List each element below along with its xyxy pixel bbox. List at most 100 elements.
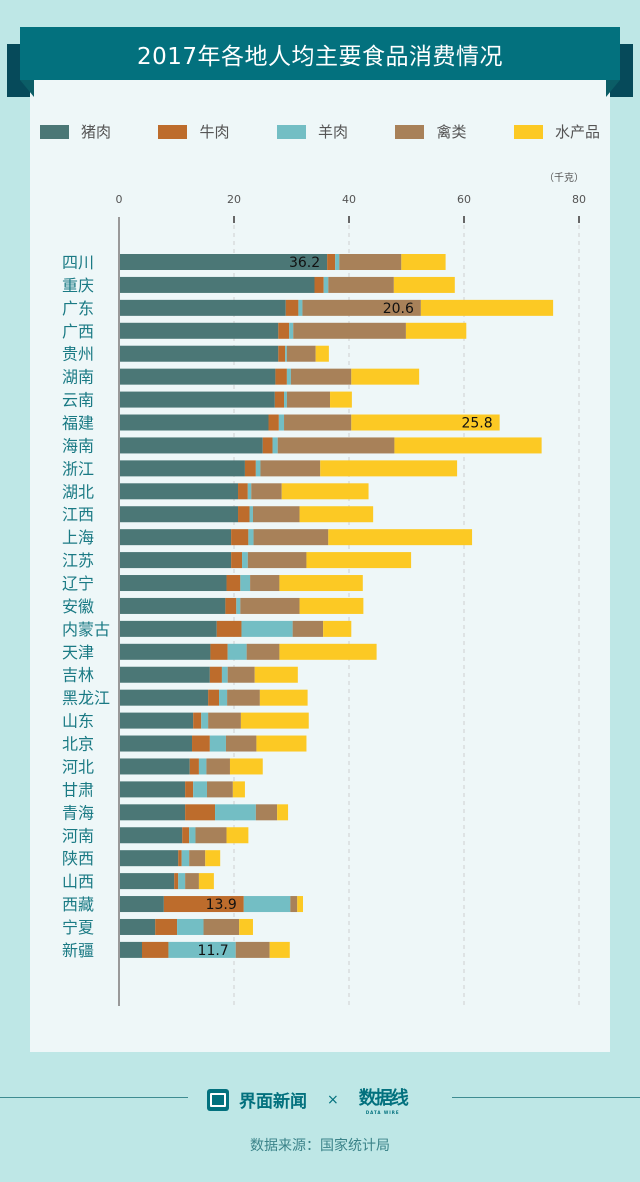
x-tick-label: 40	[342, 193, 356, 206]
category-label: 西藏	[62, 895, 94, 914]
bar-segment-pork	[119, 712, 194, 729]
bar-segment-poultry	[203, 918, 240, 935]
bar-segment-aquatic	[330, 391, 352, 408]
category-label: 陕西	[62, 849, 94, 868]
bar-segment-pork	[119, 689, 209, 706]
bar-segment-mutton	[236, 597, 241, 614]
data-labels: 36.2 20.6 25.8 13.9 11.7	[198, 255, 493, 959]
legend-swatch-pork	[40, 124, 69, 139]
bar-segment-poultry	[195, 827, 227, 844]
bar-segment-mutton	[298, 299, 303, 316]
bar-segment-poultry	[227, 689, 260, 706]
bar-segment-beef	[185, 804, 216, 821]
bar-segment-aquatic	[306, 552, 412, 569]
bar-segment-beef	[216, 620, 242, 637]
bar-segment-pork	[119, 276, 315, 293]
bar-segment-aquatic	[328, 529, 473, 546]
bar-segment-mutton	[181, 850, 190, 867]
bar-segment-beef	[193, 712, 202, 729]
bar-segment-beef	[231, 529, 249, 546]
legend-swatch-mutton	[276, 124, 306, 139]
legend-swatch-beef	[158, 124, 188, 139]
bar-segment-beef	[226, 575, 241, 592]
legend-item-poultry: 禽类	[395, 121, 466, 142]
bar-segment-aquatic	[394, 437, 542, 454]
bar-segment-beef	[278, 345, 286, 362]
unit-label: （千克）	[544, 172, 584, 184]
bar-segment-poultry	[284, 414, 352, 431]
bar-segment-poultry	[185, 873, 199, 890]
tick-mark	[233, 216, 235, 223]
bar-segment-pork	[119, 941, 142, 958]
bar-segment-aquatic	[229, 758, 263, 775]
datawire-logo: 数据线 DATA WIRE	[358, 1084, 409, 1115]
category-label: 河南	[62, 826, 94, 845]
bar-segment-aquatic	[279, 575, 363, 592]
data-label: 25.8	[461, 416, 492, 432]
bar-segment-pork	[119, 873, 175, 890]
category-label: 广东	[62, 299, 94, 318]
data-label: 36.2	[289, 255, 320, 271]
bar-segment-aquatic	[279, 643, 377, 660]
bar-segment-beef	[274, 391, 285, 408]
bar-segment-pork	[119, 896, 164, 913]
bar-segment-pork	[119, 758, 190, 775]
bar-segment-pork	[119, 804, 186, 821]
bar-segment-mutton	[201, 712, 209, 729]
bar-segment-aquatic	[401, 254, 446, 270]
category-label: 内蒙古	[62, 620, 110, 639]
category-label: 山西	[62, 872, 94, 891]
bar-segment-beef	[238, 483, 248, 500]
category-label: 湖北	[62, 482, 94, 501]
data-label: 13.9	[206, 897, 237, 913]
bar-segment-aquatic	[299, 597, 364, 614]
legend: 猪肉 牛肉 羊肉 禽类 水产品	[40, 121, 600, 142]
bar-segment-pork	[119, 506, 239, 523]
bar-segment-poultry	[286, 391, 331, 408]
bar-segment-aquatic	[277, 804, 289, 821]
bar-segment-poultry	[255, 804, 278, 821]
footer-divider-right	[452, 1097, 640, 1098]
bar-segment-aquatic	[420, 299, 554, 316]
bar-segment-mutton	[219, 689, 228, 706]
legend-label-mutton: 羊肉	[317, 123, 348, 141]
bar-segment-beef	[192, 735, 210, 752]
legend-label-beef: 牛肉	[199, 123, 230, 141]
bar-segment-mutton	[255, 460, 261, 477]
bar-segment-aquatic	[281, 483, 369, 500]
category-labels: 四川重庆广东广西贵州湖南云南福建海南浙江湖北江西上海江苏辽宁安徽内蒙古天津吉林黑…	[62, 253, 110, 960]
bar-segment-aquatic	[239, 918, 253, 935]
bar-segment-poultry	[251, 483, 282, 500]
brand-jiemian: 界面新闻	[239, 1092, 307, 1112]
bar-segment-beef	[268, 414, 279, 431]
bar-segment-aquatic	[315, 345, 329, 362]
bar-segment-beef	[278, 322, 290, 339]
footer-divider-left	[0, 1097, 188, 1098]
category-label: 山东	[62, 712, 94, 731]
bar-segment-aquatic	[259, 689, 308, 706]
bar-segment-mutton	[243, 896, 291, 913]
bar-segment-poultry	[290, 896, 298, 913]
category-label: 浙江	[62, 459, 94, 478]
times-sign: ×	[327, 1091, 339, 1108]
bar-segment-pork	[119, 368, 276, 385]
data-label: 11.7	[198, 943, 229, 959]
bar-segment-mutton	[278, 414, 285, 431]
brand-datawire: 数据线	[358, 1088, 409, 1109]
bar-segment-pork	[119, 483, 239, 500]
bar-segment-pork	[119, 620, 217, 637]
bar-segment-poultry	[208, 712, 241, 729]
bar-segment-pork	[119, 918, 156, 935]
bar-segment-mutton	[215, 804, 256, 821]
bar-segment-aquatic	[226, 827, 249, 844]
bar-segment-mutton	[285, 345, 287, 362]
bar-segment-poultry	[225, 735, 257, 752]
bar-segment-aquatic	[232, 781, 245, 798]
bar-segment-beef	[178, 850, 182, 867]
x-tick-label: 0	[116, 193, 123, 206]
bar-segment-mutton	[193, 781, 207, 798]
bar-segment-mutton	[286, 368, 291, 385]
bar-segment-aquatic	[351, 414, 500, 431]
bar-segment-beef	[185, 781, 194, 798]
bar-segment-pork	[119, 552, 232, 569]
